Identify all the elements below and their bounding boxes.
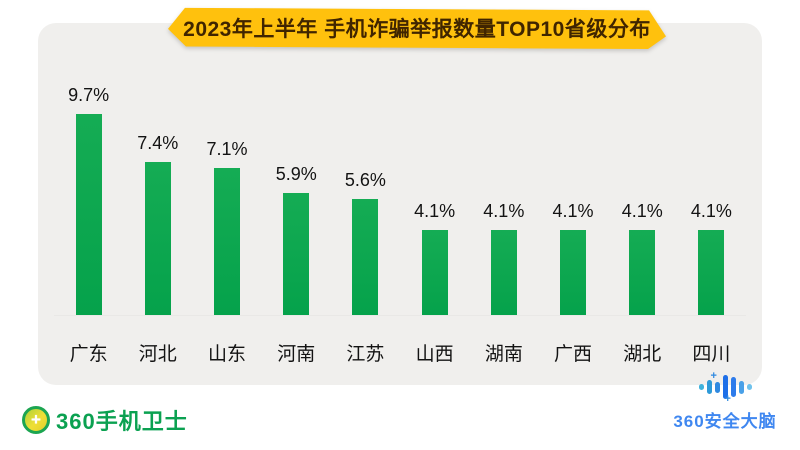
bar-column: 4.1% (469, 201, 538, 315)
bar (283, 193, 310, 315)
plus-glyph: + (710, 370, 717, 382)
brain-bar (722, 375, 728, 399)
bar-column: 5.9% (262, 164, 331, 315)
bar-value-label: 5.6% (344, 170, 386, 190)
category-label: 河北 (138, 344, 177, 365)
plus-glyph: + (724, 393, 731, 405)
security-brain-logo-text: 360安全大脑 (673, 412, 777, 431)
bar-value-label: 5.9% (275, 164, 317, 184)
bar-value-label: 7.1% (206, 139, 248, 159)
bar-value-label: 4.1% (552, 201, 594, 221)
category-label: 山西 (415, 344, 454, 365)
category-label: 广西 (554, 344, 593, 365)
bar (421, 230, 448, 315)
category-axis: 广东 河北 山东 河南 江苏 山西 湖南 广西 湖北 四川 (54, 339, 746, 366)
category-label: 河南 (277, 344, 316, 365)
mobile-guard-logo-text: 360手机卫士 (56, 409, 188, 434)
bar-value-label: 4.1% (621, 201, 663, 221)
bar-column: 7.1% (192, 139, 261, 315)
bar-column: 9.7% (54, 85, 123, 315)
bar-column: 4.1% (608, 201, 677, 315)
title-ribbon: 2023年上半年 手机诈骗举报数量TOP10省级分布 (168, 7, 666, 49)
brain-bar (730, 377, 736, 397)
brain-bar (698, 384, 704, 390)
bar (560, 230, 587, 315)
bar-chart: 9.7% 7.4% 7.1% 5.9% 5.6% 4.1% 4.1% 4.1% … (54, 74, 746, 316)
brain-bar (706, 380, 712, 394)
bar-value-label: 4.1% (690, 201, 732, 221)
shield-plus-icon: + (22, 406, 50, 434)
bar (214, 168, 240, 315)
security-brain-logo: + + 360安全大脑 (660, 369, 790, 432)
brain-bar (738, 380, 744, 394)
chart-card: 9.7% 7.4% 7.1% 5.9% 5.6% 4.1% 4.1% 4.1% … (38, 23, 762, 385)
mobile-guard-logo: + 360手机卫士 (22, 404, 188, 436)
category-label: 广东 (69, 344, 108, 365)
title-banner: 2023年上半年 手机诈骗举报数量TOP10省级分布 (168, 7, 666, 49)
bar-column: 4.1% (677, 201, 746, 315)
bar-column: 4.1% (400, 201, 469, 315)
bar-column: 4.1% (538, 201, 607, 315)
bar (698, 230, 725, 315)
plus-glyph: + (31, 409, 41, 429)
brain-bar (714, 381, 720, 393)
category-label: 四川 (692, 344, 731, 365)
category-label: 山东 (208, 344, 247, 365)
brain-bar (746, 384, 752, 390)
page-title: 2023年上半年 手机诈骗举报数量TOP10省级分布 (183, 17, 651, 41)
bar-value-label: 9.7% (68, 85, 110, 105)
bar (352, 199, 379, 315)
bar-value-label: 7.4% (137, 133, 179, 153)
bar (629, 230, 656, 315)
bar-column: 5.6% (331, 170, 400, 315)
bar (75, 114, 102, 315)
category-label: 湖南 (484, 344, 523, 365)
bar-value-label: 4.1% (483, 201, 525, 221)
bar-brain-icon: + + (698, 369, 752, 405)
bar-column: 7.4% (123, 133, 192, 315)
category-label: 湖北 (623, 344, 662, 365)
bar (490, 230, 517, 315)
bar (144, 162, 171, 315)
category-label: 江苏 (346, 344, 385, 365)
bar-value-label: 4.1% (414, 201, 456, 221)
